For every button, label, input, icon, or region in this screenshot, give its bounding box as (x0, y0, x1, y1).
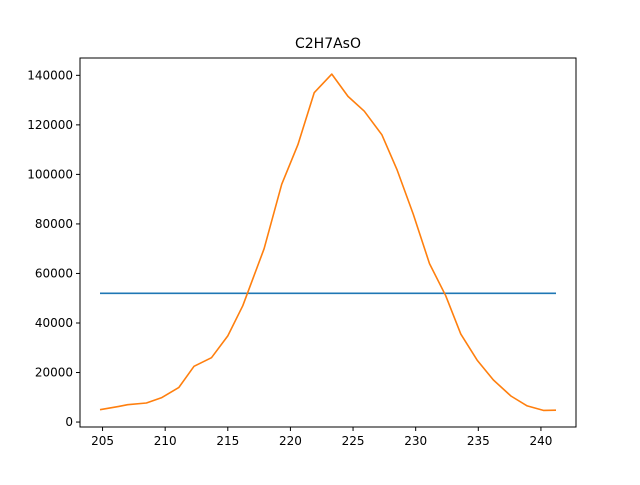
y-tick-label: 20000 (35, 366, 73, 380)
x-tick-label: 240 (529, 434, 552, 448)
y-tick-label: 100000 (27, 167, 73, 181)
y-tick-label: 140000 (27, 68, 73, 82)
x-tick-label: 235 (467, 434, 490, 448)
y-tick-label: 120000 (27, 118, 73, 132)
y-tick-label: 60000 (35, 266, 73, 280)
x-axis: 205 210 215 220 225 230 235 240 (91, 427, 552, 448)
x-tick-label: 220 (279, 434, 302, 448)
plot-area (79, 57, 577, 428)
y-tick-label: 0 (65, 415, 73, 429)
y-axis: 0 20000 40000 60000 80000 100000 120000 140000 (27, 68, 80, 429)
chart-title: C2H7AsO (295, 36, 361, 52)
y-tick-label: 40000 (35, 316, 73, 330)
x-tick-label: 210 (154, 434, 177, 448)
x-tick-label: 230 (404, 434, 427, 448)
series-layer (99, 73, 557, 412)
y-tick-label: 80000 (35, 217, 73, 231)
x-tick-label: 215 (216, 434, 239, 448)
intensity-line (99, 73, 557, 412)
x-tick-label: 205 (91, 434, 114, 448)
x-tick-label: 225 (342, 434, 365, 448)
